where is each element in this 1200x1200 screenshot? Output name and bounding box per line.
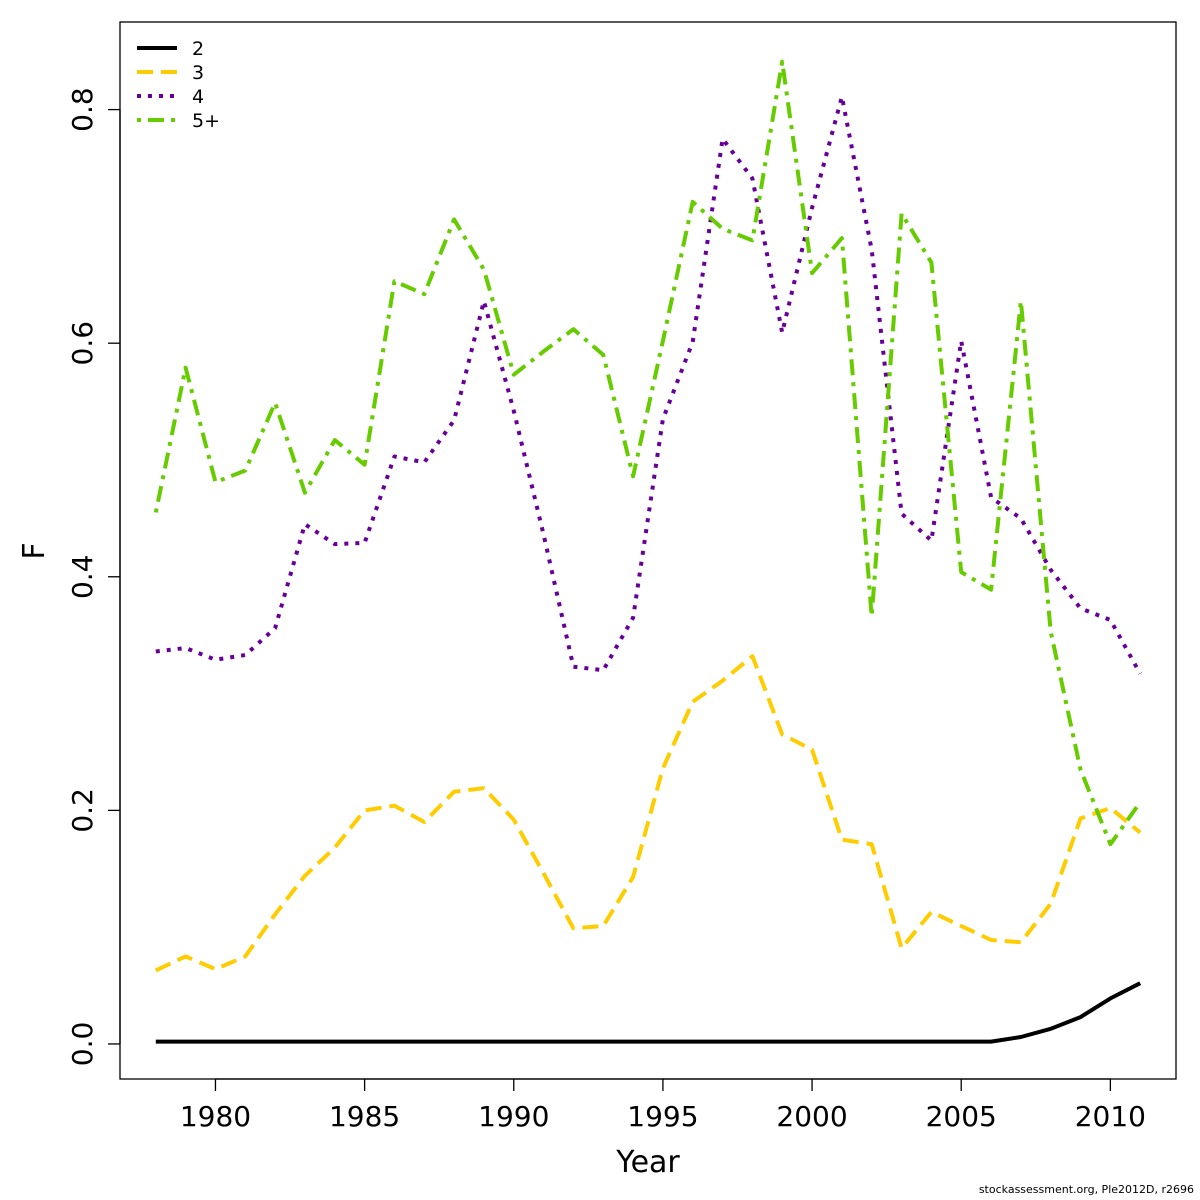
legend-label: 3 (192, 62, 204, 84)
x-tick-label: 1990 (478, 1100, 549, 1133)
x-tick-label: 2010 (1075, 1100, 1146, 1133)
x-axis-label: Year (615, 1145, 680, 1180)
x-tick-label: 1980 (180, 1100, 251, 1133)
y-tick-label: 0.0 (66, 1022, 99, 1067)
y-tick-label: 0.4 (66, 555, 99, 600)
series-line-2 (155, 981, 1142, 1044)
y-tick-label: 0.2 (66, 788, 99, 833)
series-lines (153, 59, 1142, 1044)
legend-label: 2 (192, 38, 204, 60)
plot-frame (119, 21, 1177, 1080)
y-tick-label: 0.6 (66, 321, 99, 366)
x-axis: 1980 1985 1990 1995 2000 2005 2010 (180, 1078, 1146, 1133)
x-tick-label: 2000 (776, 1100, 847, 1133)
y-tick-label: 0.8 (66, 87, 99, 132)
credit-text: stockassessment.org, Ple2012D, r2696 (978, 1183, 1194, 1196)
legend-label: 5+ (192, 110, 220, 132)
series-line-5plus (153, 59, 1142, 847)
y-axis-label: F (17, 542, 52, 559)
x-tick-label: 2005 (926, 1100, 997, 1133)
series-line-4 (155, 94, 1142, 675)
x-tick-label: 1985 (329, 1100, 400, 1133)
x-tick-label: 1995 (627, 1100, 698, 1133)
legend-label: 4 (192, 86, 204, 108)
series-line-3 (154, 654, 1142, 973)
y-axis: 0.0 0.2 0.4 0.6 0.8 (66, 87, 121, 1067)
